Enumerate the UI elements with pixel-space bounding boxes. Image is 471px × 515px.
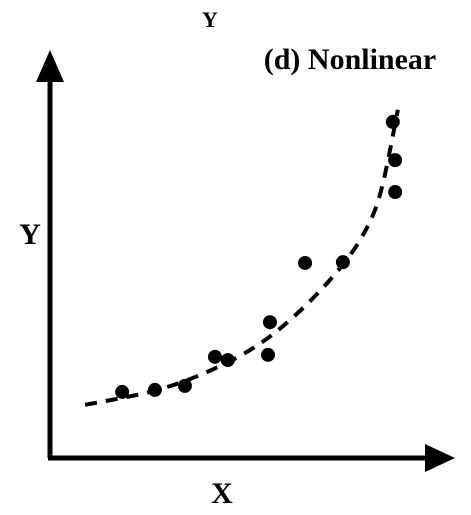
x-axis-label: X (211, 477, 233, 510)
y-axis-arrow (36, 50, 64, 82)
x-axis-arrow (425, 444, 455, 472)
point (115, 384, 130, 399)
y-axis-label: Y (19, 218, 41, 251)
point (388, 153, 403, 168)
point (385, 114, 400, 129)
point (147, 382, 162, 397)
annotation: Y (202, 7, 218, 32)
point (388, 185, 403, 200)
point (298, 255, 313, 270)
point (335, 255, 350, 270)
chart-title: (d) Nonlinear (264, 43, 437, 76)
point (207, 349, 222, 364)
point (220, 353, 235, 368)
trend-curve (84, 109, 400, 407)
point (261, 347, 276, 362)
point (177, 378, 192, 393)
point (262, 315, 277, 330)
